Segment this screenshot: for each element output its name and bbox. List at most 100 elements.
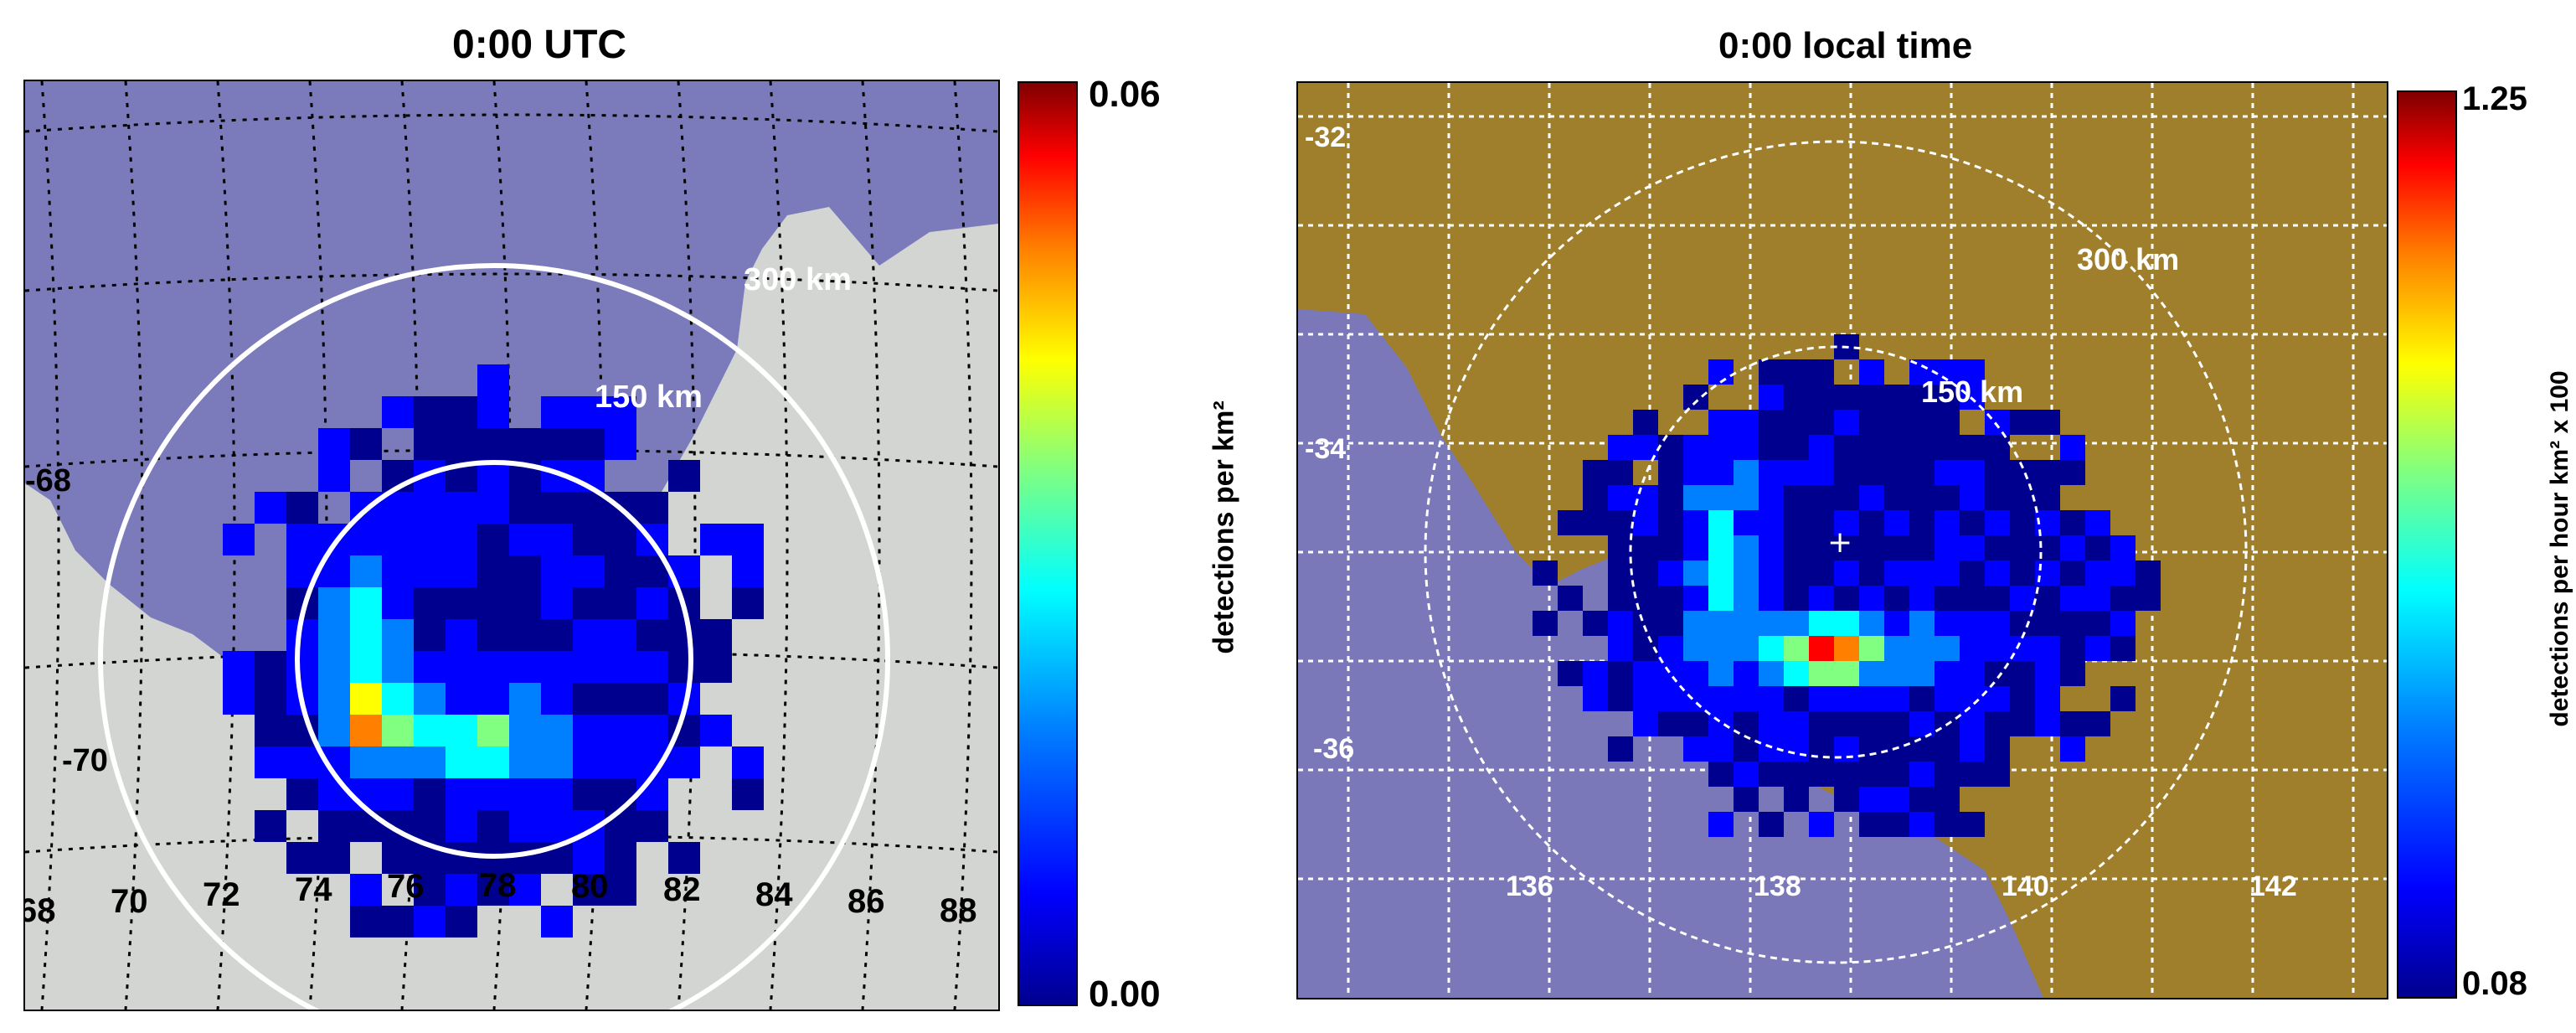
density-pixel	[636, 683, 668, 715]
density-pixel	[1909, 812, 1935, 837]
density-pixel	[477, 587, 509, 619]
density-pixel	[1784, 787, 1809, 812]
density-pixel	[668, 619, 700, 651]
density-pixel	[382, 524, 414, 555]
density-pixel	[1909, 661, 1935, 686]
density-pixel	[1708, 410, 1734, 435]
density-pixel	[446, 619, 477, 651]
density-pixel	[350, 524, 382, 555]
density-pixel	[1784, 636, 1809, 661]
density-pixel	[1558, 510, 1583, 535]
right-ring-label-300km: 300 km	[2077, 242, 2180, 276]
density-pixel	[2060, 661, 2085, 686]
density-pixel	[414, 619, 446, 651]
density-pixel	[509, 524, 541, 555]
density-pixel	[255, 492, 286, 524]
density-pixel	[1784, 435, 1809, 460]
lon-label: 72	[203, 876, 240, 913]
graticule-parallel	[25, 649, 998, 669]
density-pixel	[1608, 535, 1633, 560]
density-pixel	[477, 492, 509, 524]
density-pixel	[1633, 510, 1658, 535]
density-pixel	[1809, 611, 1834, 636]
density-pixel	[1759, 485, 1784, 510]
density-pixel	[1960, 661, 1985, 686]
density-pixel	[1558, 586, 1583, 611]
density-pixel	[477, 555, 509, 587]
density-pixel	[1658, 611, 1683, 636]
density-pixel	[1633, 686, 1658, 711]
density-pixel	[1834, 686, 1859, 711]
density-pixel	[1633, 661, 1658, 686]
density-pixel	[1784, 560, 1809, 586]
density-pixel	[2060, 460, 2085, 485]
density-pixel	[1834, 410, 1859, 435]
density-pixel	[1809, 736, 1834, 762]
left-ring-300km	[98, 263, 890, 1010]
density-pixel	[414, 874, 446, 906]
right-ring-300km	[1424, 140, 2248, 964]
density-pixel	[1859, 736, 1884, 762]
density-pixel	[636, 651, 668, 683]
density-pixel	[1759, 510, 1784, 535]
density-pixel	[1658, 686, 1683, 711]
density-pixel	[1608, 736, 1633, 762]
right-map: + 300 km 150 km -32 -34 -36 136 138 140 142	[1296, 81, 2388, 999]
density-pixel	[1683, 435, 1708, 460]
density-pixel	[1884, 435, 1909, 460]
density-pixel	[255, 715, 286, 746]
density-pixel	[1935, 787, 1960, 812]
density-pixel	[1759, 560, 1784, 586]
density-pixel	[1683, 510, 1708, 535]
density-pixel	[1834, 636, 1859, 661]
density-pixel	[573, 587, 605, 619]
density-pixel	[1859, 460, 1884, 485]
density-pixel	[1633, 611, 1658, 636]
density-pixel	[255, 746, 286, 778]
density-pixel	[414, 683, 446, 715]
density-pixel	[1834, 510, 1859, 535]
left-colorbar-max: 0.06	[1089, 74, 1161, 115]
density-pixel	[477, 619, 509, 651]
density-pixel	[1935, 686, 1960, 711]
density-pixel	[1708, 535, 1734, 560]
density-pixel	[1884, 460, 1909, 485]
density-pixel	[541, 555, 573, 587]
density-pixel	[1683, 535, 1708, 560]
density-pixel	[477, 683, 509, 715]
density-pixel	[1985, 510, 2010, 535]
lon-label: 142	[2249, 870, 2297, 902]
density-pixel	[732, 587, 764, 619]
density-pixel	[1558, 661, 1583, 686]
density-pixel	[446, 524, 477, 555]
density-pixel	[1960, 686, 1985, 711]
density-pixel	[255, 810, 286, 842]
left-colorbar	[1018, 81, 1078, 1006]
density-pixel	[2035, 586, 2060, 611]
right-graticule	[1298, 83, 2387, 998]
density-pixel	[350, 906, 382, 937]
density-pixel	[477, 874, 509, 906]
density-pixel	[2035, 460, 2060, 485]
left-graticule	[25, 81, 998, 1010]
density-pixel	[668, 746, 700, 778]
density-pixel	[446, 651, 477, 683]
density-pixel	[541, 715, 573, 746]
density-pixel	[2035, 661, 2060, 686]
density-pixel	[1633, 711, 1658, 736]
density-pixel	[2085, 711, 2110, 736]
density-pixel	[286, 778, 318, 810]
density-pixel	[1859, 661, 1884, 686]
right-panel-title: 0:00 local time	[1718, 25, 1973, 66]
density-pixel	[1784, 611, 1809, 636]
right-lat-label: -32	[1305, 121, 1347, 153]
density-pixel	[509, 555, 541, 587]
density-pixel	[1884, 586, 1909, 611]
density-pixel	[1683, 611, 1708, 636]
density-pixel	[1960, 711, 1985, 736]
density-pixel	[1884, 686, 1909, 711]
density-pixel	[477, 746, 509, 778]
density-pixel	[1834, 535, 1859, 560]
density-pixel	[605, 874, 636, 906]
density-pixel	[318, 428, 350, 460]
